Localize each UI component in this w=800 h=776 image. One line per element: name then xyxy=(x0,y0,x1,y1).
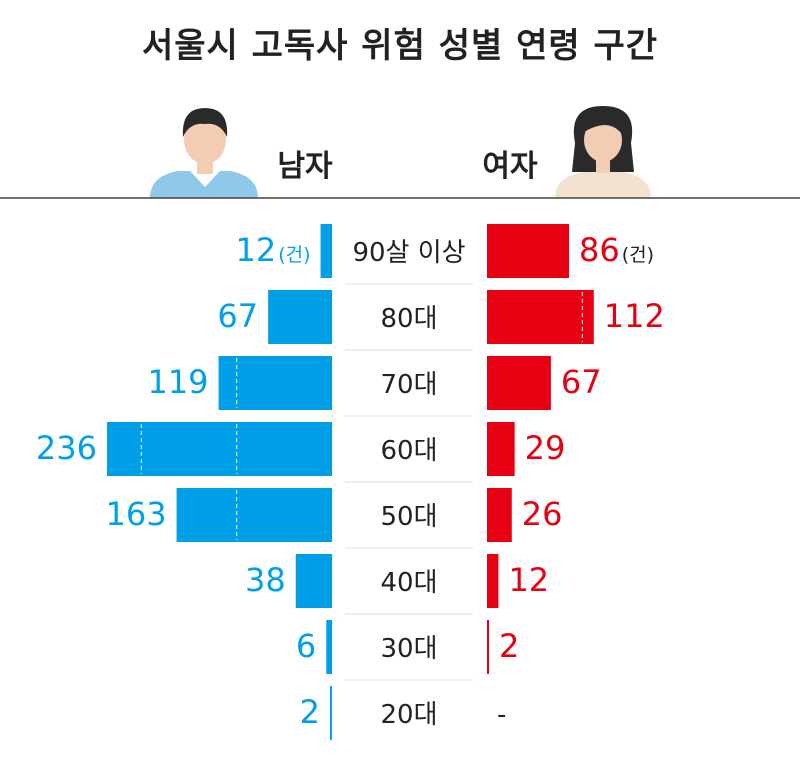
legend-female-label: 여자 xyxy=(482,149,538,184)
female-bar xyxy=(487,224,569,278)
male-value-label: 6 xyxy=(296,627,316,665)
female-value-label: 2 xyxy=(499,627,519,665)
male-value-label: 163 xyxy=(106,495,167,533)
male-bar xyxy=(330,686,332,740)
male-value-label: 38 xyxy=(245,561,286,599)
category-label: 50대 xyxy=(380,502,437,532)
category-label: 90살 이상 xyxy=(352,238,465,268)
male-value-label: 119 xyxy=(147,363,208,401)
male-bar xyxy=(218,356,332,410)
male-value-label: 236 xyxy=(36,429,97,467)
male-bar xyxy=(320,224,332,278)
category-label: 70대 xyxy=(380,370,437,400)
woman-avatar-icon xyxy=(555,106,651,198)
category-label: 40대 xyxy=(380,568,437,598)
unit-label: (건) xyxy=(622,244,654,266)
male-bar xyxy=(295,554,332,608)
male-value-label: 12 (건) xyxy=(236,231,311,269)
male-bar xyxy=(176,488,332,542)
male-value-label: 67 xyxy=(217,297,258,335)
female-value-label: 112 xyxy=(604,297,665,335)
female-value-label: 67 xyxy=(561,363,602,401)
female-bar xyxy=(487,290,594,344)
female-value-label: 12 xyxy=(508,561,549,599)
female-bar xyxy=(487,620,489,674)
female-value-label: - xyxy=(497,700,506,730)
chart-title: 서울시 고독사 위험 성별 연령 구간 xyxy=(141,26,659,66)
female-bar xyxy=(487,356,551,410)
man-avatar-icon xyxy=(150,108,258,198)
female-value-label: 26 xyxy=(522,495,563,533)
female-bar xyxy=(487,488,512,542)
male-bar xyxy=(268,290,332,344)
female-bar xyxy=(487,554,499,608)
category-label: 30대 xyxy=(380,634,437,664)
male-value-label: 2 xyxy=(300,693,320,731)
male-bar xyxy=(107,422,332,476)
female-value-label: 86 (건) xyxy=(579,231,654,269)
category-label: 60대 xyxy=(380,436,437,466)
category-label: 80대 xyxy=(380,304,437,334)
unit-label: (건) xyxy=(278,244,310,266)
category-label: 20대 xyxy=(380,700,437,730)
legend-male-label: 남자 xyxy=(277,149,333,184)
female-bar xyxy=(487,422,515,476)
male-bar xyxy=(326,620,332,674)
female-value-label: 29 xyxy=(525,429,566,467)
